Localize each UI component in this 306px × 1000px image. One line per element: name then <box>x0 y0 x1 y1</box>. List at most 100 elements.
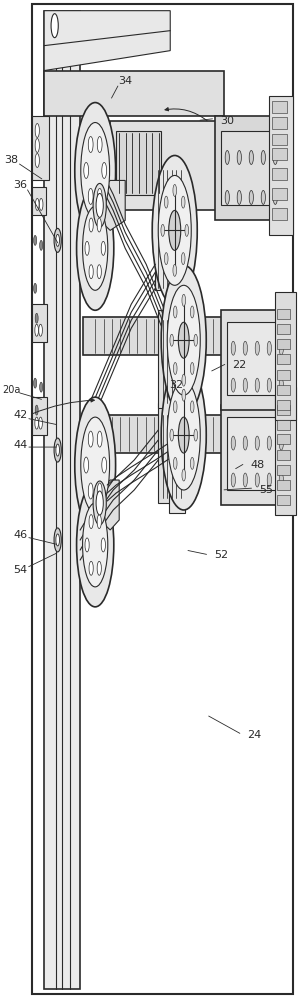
Circle shape <box>190 362 194 374</box>
Circle shape <box>84 457 88 473</box>
Circle shape <box>89 265 93 279</box>
Bar <box>272 168 287 180</box>
Circle shape <box>279 378 283 392</box>
Circle shape <box>261 150 265 164</box>
Circle shape <box>255 473 259 487</box>
Bar <box>32 116 49 180</box>
Circle shape <box>40 382 43 392</box>
Bar <box>82 160 109 245</box>
Bar <box>272 134 287 145</box>
Circle shape <box>102 162 106 178</box>
Bar <box>221 131 284 205</box>
Circle shape <box>88 483 93 499</box>
Bar <box>221 310 296 410</box>
Circle shape <box>81 123 110 218</box>
Circle shape <box>167 285 200 395</box>
Circle shape <box>174 306 177 318</box>
Bar <box>44 71 224 116</box>
Circle shape <box>56 534 59 546</box>
Circle shape <box>273 150 278 164</box>
Polygon shape <box>89 480 119 530</box>
Circle shape <box>76 483 114 607</box>
Circle shape <box>182 469 185 481</box>
Circle shape <box>267 436 271 450</box>
Circle shape <box>261 190 265 204</box>
Circle shape <box>161 224 165 236</box>
Text: 32: 32 <box>169 380 183 390</box>
Circle shape <box>158 175 191 285</box>
Circle shape <box>181 253 185 265</box>
Bar <box>277 450 290 460</box>
Circle shape <box>231 436 235 450</box>
Circle shape <box>174 401 177 413</box>
Text: 55: 55 <box>259 485 273 495</box>
Circle shape <box>174 457 177 469</box>
Circle shape <box>97 431 102 447</box>
Circle shape <box>88 431 93 447</box>
Bar <box>169 398 185 513</box>
Bar <box>158 310 182 408</box>
Bar <box>275 292 296 420</box>
Circle shape <box>255 341 259 355</box>
Circle shape <box>243 341 247 355</box>
Circle shape <box>249 190 253 204</box>
Circle shape <box>279 436 283 450</box>
Circle shape <box>273 190 278 204</box>
Circle shape <box>231 341 235 355</box>
Bar <box>32 397 47 435</box>
Circle shape <box>167 380 200 490</box>
Text: 30: 30 <box>220 116 234 126</box>
Circle shape <box>194 334 198 346</box>
Circle shape <box>237 150 241 164</box>
Circle shape <box>231 378 235 392</box>
Bar <box>277 495 290 505</box>
Circle shape <box>81 417 110 513</box>
Circle shape <box>51 14 58 38</box>
Bar <box>277 434 290 444</box>
Circle shape <box>76 186 114 310</box>
Circle shape <box>152 155 197 305</box>
Circle shape <box>243 436 247 450</box>
Circle shape <box>35 313 38 323</box>
Circle shape <box>97 483 102 499</box>
Circle shape <box>89 561 93 575</box>
Circle shape <box>97 188 102 204</box>
Bar <box>158 403 182 503</box>
Circle shape <box>164 196 168 208</box>
Bar <box>277 339 290 349</box>
Text: 48: 48 <box>250 460 264 470</box>
Circle shape <box>34 235 37 245</box>
Circle shape <box>182 294 185 306</box>
Text: 54: 54 <box>13 565 27 575</box>
Bar <box>110 121 260 210</box>
Circle shape <box>35 417 39 429</box>
Circle shape <box>84 162 88 178</box>
Circle shape <box>190 401 194 413</box>
Bar <box>272 101 287 113</box>
Polygon shape <box>44 11 170 71</box>
Bar <box>44 11 80 989</box>
Circle shape <box>279 341 283 355</box>
Bar <box>277 405 290 415</box>
Bar <box>227 417 290 490</box>
Circle shape <box>255 378 259 392</box>
Circle shape <box>40 240 43 250</box>
Text: 44: 44 <box>13 440 27 450</box>
Circle shape <box>93 183 106 227</box>
Circle shape <box>249 150 253 164</box>
Circle shape <box>161 360 206 510</box>
Bar <box>167 170 185 300</box>
Bar <box>215 116 290 220</box>
Circle shape <box>39 417 42 429</box>
Circle shape <box>39 198 43 210</box>
Circle shape <box>243 473 247 487</box>
Bar <box>277 385 290 395</box>
Circle shape <box>190 306 194 318</box>
Circle shape <box>225 150 230 164</box>
Circle shape <box>54 228 61 252</box>
Bar <box>277 480 290 490</box>
Circle shape <box>35 124 39 138</box>
Circle shape <box>85 538 89 552</box>
Circle shape <box>185 224 188 236</box>
Circle shape <box>56 234 59 246</box>
